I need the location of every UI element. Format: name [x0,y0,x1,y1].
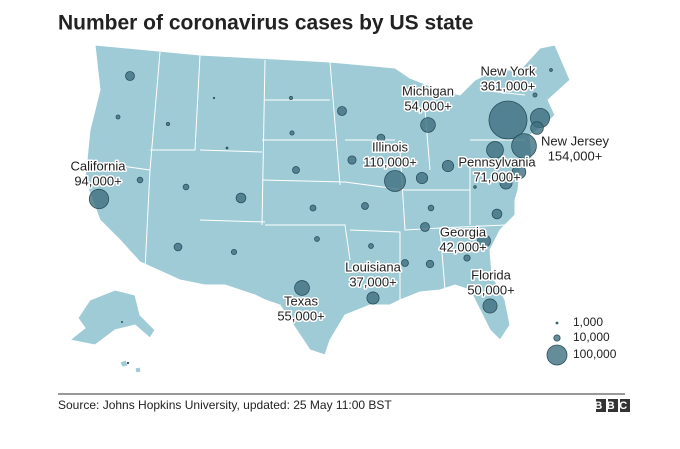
state-value: 50,000+ [467,282,514,297]
state-bubble [361,202,369,210]
legend-label: 100,000 [573,347,617,361]
state-bubble [126,361,130,365]
state-bubble [415,171,429,185]
source: Source: Johns Hopkins University, update… [58,398,392,412]
state-bubble [347,155,357,165]
hawaii [119,359,142,374]
state-bubble [427,204,435,212]
legend-label: 1,000 [573,315,603,329]
state-bubble [511,133,537,159]
logo: BBC [594,400,631,412]
bubbles [88,68,553,365]
legend-bubble [553,334,561,342]
legend-bubble [555,321,559,325]
state-bubble [425,259,435,269]
lower-48 [84,44,571,356]
state-value: 154,000+ [548,148,603,163]
state-bubble [420,222,430,232]
state-name: Florida [471,267,512,282]
state-name: New Jersey [541,133,609,148]
state-bubble [292,166,300,174]
state-bubble [173,242,183,252]
state-bubble [532,92,538,98]
state-bubble [384,170,406,192]
state-value: 94,000+ [74,173,121,188]
state-bubble [441,159,455,173]
state-bubble [88,188,110,210]
state-name: New York [481,63,536,78]
state-name: Louisiana [345,259,401,274]
state-bubble [482,298,498,314]
us-map [68,44,571,374]
state-bubble [486,141,504,159]
state-name: California [71,158,127,173]
state-name: Illinois [372,139,409,154]
state-bubble [136,176,144,184]
state-value: 361,000+ [481,78,536,93]
state-bubble [289,130,295,136]
state-bubble [488,100,528,140]
state-bubble [420,117,436,133]
state-bubble [463,254,471,262]
alaska [68,289,156,346]
state-name: Pennsylvania [458,154,536,169]
bbc-logo: BBC [594,399,631,412]
state-bubble [473,185,477,189]
state-value: 42,000+ [439,239,486,254]
state-bubble [401,259,409,267]
state-bubble [115,114,121,120]
state-bubble [165,121,171,127]
state-bubble [499,176,513,190]
state-bubble [182,183,190,191]
state-name: Georgia [440,224,487,239]
state-bubble [477,234,491,248]
state-bubble [368,243,374,249]
state-bubble [511,164,527,180]
state-bubble [376,133,386,143]
state-bubble [294,280,310,296]
state-value: 71,000+ [473,169,520,184]
state-bubble [225,146,229,150]
state-bubble [366,291,380,305]
state-bubble [120,320,124,324]
state-bubble [212,96,216,100]
state-name: Texas [284,293,318,308]
state-bubble [524,88,528,92]
state-bubble [289,96,293,100]
title: Number of coronavirus cases by US state [58,12,473,35]
state-bubble [549,68,553,72]
state-bubble [230,248,238,256]
state-value: 54,000+ [404,98,451,113]
state-bubble [125,71,135,81]
state-value: 37,000+ [349,274,396,289]
state-bubble [314,236,320,242]
legend-label: 10,000 [573,330,610,344]
state-bubble [309,204,317,212]
state-bubble [337,106,347,116]
legend-bubble [546,344,568,366]
state-value: 55,000+ [277,308,324,323]
state-bubble [530,121,544,135]
state-name: Michigan [402,83,454,98]
state-value: 110,000+ [363,154,417,169]
state-bubble [235,192,247,204]
state-bubble [491,208,503,220]
